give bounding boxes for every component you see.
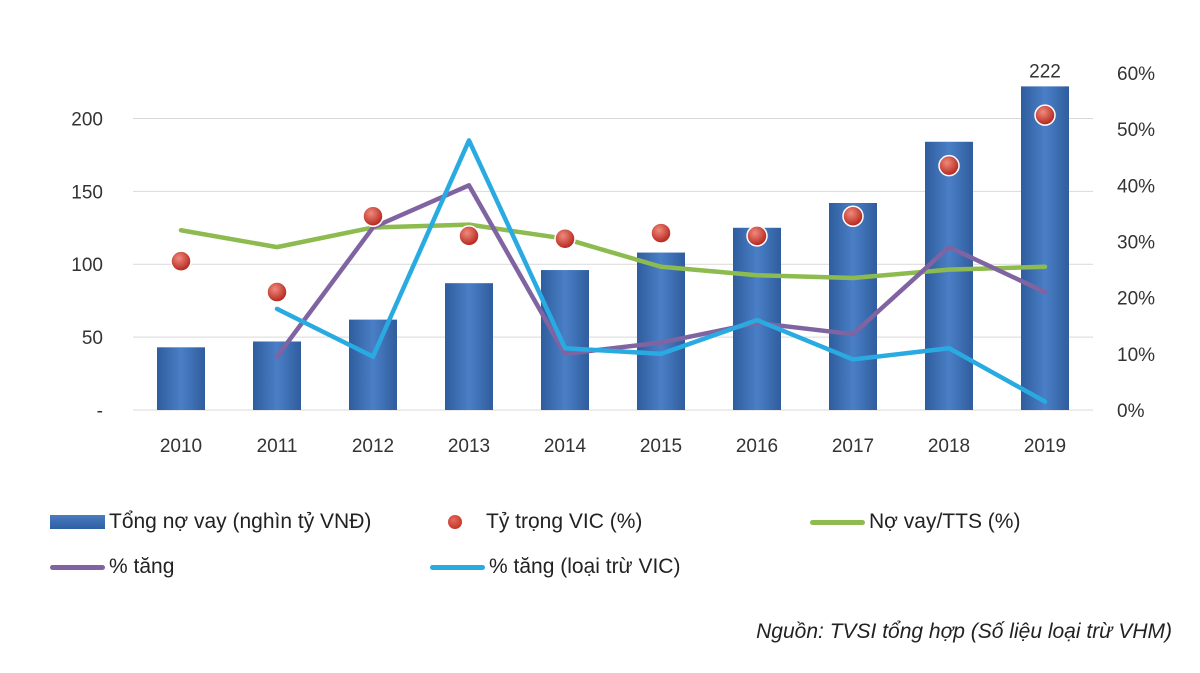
bar-total-debt xyxy=(445,283,493,410)
bar-total-debt xyxy=(829,202,877,410)
x-tick-label: 2013 xyxy=(448,436,490,457)
line-growth-ex-vic xyxy=(274,138,1048,404)
chart-legend: Tổng nợ vay (nghìn tỷ VNĐ) Tỷ trọng VIC … xyxy=(50,500,1150,590)
bar-total-debt xyxy=(541,270,589,410)
y-left-tick-label: 50 xyxy=(82,328,103,349)
x-tick-label: 2016 xyxy=(736,436,778,457)
x-tick-label: 2012 xyxy=(352,436,394,457)
legend-label-growth-ex-vic: % tăng (loại trừ VIC) xyxy=(489,555,681,578)
bar-total-debt xyxy=(253,341,301,410)
dot-vic-share xyxy=(842,205,864,227)
line-debt-ratio xyxy=(178,222,1048,281)
y-right-tick-label: 60% xyxy=(1117,64,1155,85)
legend-label-total-debt: Tổng nợ vay (nghìn tỷ VNĐ) xyxy=(109,510,372,533)
legend-blue-line-swatch xyxy=(430,564,485,570)
y-right-tick-label: 20% xyxy=(1117,289,1155,310)
bar-data-label: 222 xyxy=(1029,61,1061,82)
y-right-tick-label: 50% xyxy=(1117,120,1155,141)
legend-label-vic-share: Tỷ trọng VIC (%) xyxy=(486,510,643,533)
x-tick-label: 2017 xyxy=(832,436,874,457)
legend-item-total-debt: Tổng nợ vay (nghìn tỷ VNĐ) xyxy=(50,510,371,534)
legend-item-growth: % tăng xyxy=(50,555,174,579)
legend-label-growth: % tăng xyxy=(109,555,175,578)
legend-label-debt-ratio: Nợ vay/TTS (%) xyxy=(869,510,1021,533)
dot-vic-share xyxy=(746,225,768,247)
bar-total-debt xyxy=(1021,86,1069,410)
dot-vic-share xyxy=(458,225,480,247)
line-growth xyxy=(274,183,1048,359)
x-tick-label: 2018 xyxy=(928,436,970,457)
legend-green-line-swatch xyxy=(810,519,865,525)
legend-item-growth-ex-vic: % tăng (loại trừ VIC) xyxy=(430,555,680,579)
bar-total-debt xyxy=(925,141,973,410)
bar-total-debt xyxy=(157,347,205,410)
combo-chart: - 50 100 150 200 0% 10% 20% 30% 40% 50% 60% 2010 2011… xyxy=(71,61,1155,457)
dot-vic-share xyxy=(650,222,672,244)
bar-total-debt xyxy=(349,319,397,410)
y-right-tick-label: 30% xyxy=(1117,233,1155,254)
legend-dot-swatch xyxy=(448,515,462,529)
x-tick-label: 2010 xyxy=(160,436,202,457)
dot-vic-share xyxy=(170,250,192,272)
legend-purple-line-swatch xyxy=(50,564,105,570)
dot-vic-share xyxy=(554,227,576,250)
legend-item-vic-share: Tỷ trọng VIC (%) xyxy=(430,510,642,534)
x-tick-label: 2015 xyxy=(640,436,682,457)
y-right-tick-label: 40% xyxy=(1117,176,1155,197)
dot-vic-share xyxy=(938,154,960,177)
y-left-tick-label: - xyxy=(97,401,103,422)
x-tick-label: 2011 xyxy=(257,436,298,457)
legend-item-debt-ratio: Nợ vay/TTS (%) xyxy=(810,510,1020,534)
y-left-tick-label: 200 xyxy=(71,109,103,130)
dot-vic-share xyxy=(1034,104,1056,126)
y-left-tick-label: 100 xyxy=(71,255,103,276)
y-left-tick-label: 150 xyxy=(71,182,103,203)
x-tick-label: 2019 xyxy=(1024,436,1066,457)
source-note: Nguồn: TVSI tổng hợp (Số liệu loại trừ V… xyxy=(756,620,1172,643)
bar-total-debt xyxy=(637,252,685,410)
dot-vic-share xyxy=(362,205,384,227)
y-right-tick-label: 10% xyxy=(1117,345,1155,366)
dot-vic-share xyxy=(266,281,288,303)
legend-bar-swatch xyxy=(50,515,105,529)
x-tick-label: 2014 xyxy=(544,436,587,457)
y-right-tick-label: 0% xyxy=(1117,401,1145,422)
